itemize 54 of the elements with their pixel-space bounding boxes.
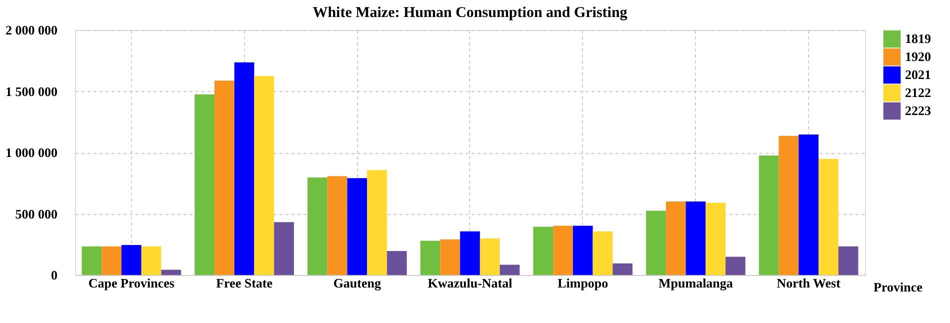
bar <box>572 226 593 275</box>
y-tick-label: 1 000 000 <box>6 145 58 160</box>
legend-label: 1920 <box>905 49 931 64</box>
bar <box>666 202 686 275</box>
bar <box>367 170 387 275</box>
y-tick-label: 1 500 000 <box>6 84 58 99</box>
y-tick-label: 2 000 000 <box>6 22 58 38</box>
bar <box>420 240 440 275</box>
bar <box>480 238 500 275</box>
bar <box>778 136 799 275</box>
bar <box>254 76 274 275</box>
legend-label: 1819 <box>905 31 932 46</box>
bar <box>818 158 838 275</box>
bar <box>758 155 779 275</box>
legend-label: 2021 <box>905 67 931 82</box>
bar <box>440 239 460 275</box>
y-tick-label: 500 000 <box>15 206 58 222</box>
bar <box>726 256 746 275</box>
legend-label: 2223 <box>905 103 932 118</box>
bar <box>798 134 819 275</box>
bar <box>307 177 328 275</box>
x-tick-label: North West <box>776 276 842 290</box>
x-tick-label: Kwazulu-Natal <box>428 276 513 290</box>
bar <box>533 226 554 275</box>
x-tick-label: Cape Provinces <box>88 276 174 290</box>
x-tick-label: Free State <box>216 276 273 290</box>
bar <box>500 264 520 275</box>
bar <box>161 270 182 275</box>
legend-label: 2122 <box>905 85 931 100</box>
x-tick-label: Limpopo <box>558 276 608 290</box>
bar <box>327 176 348 275</box>
x-axis-title: Province <box>874 280 923 294</box>
x-tick-label: Mpumalanga <box>658 276 734 290</box>
bar <box>838 246 858 275</box>
bar <box>706 202 726 275</box>
chart-title: White Maize: Human Consumption and Gristing <box>312 5 628 21</box>
bar <box>386 250 407 275</box>
bar <box>194 94 214 275</box>
x-tick-label: Gauteng <box>333 276 382 290</box>
y-tick-label: 0 <box>51 268 58 282</box>
bar <box>460 231 480 275</box>
bar <box>141 246 162 275</box>
bar <box>102 246 122 275</box>
bar <box>592 231 613 275</box>
bar <box>234 62 254 275</box>
bar <box>553 226 573 275</box>
bar <box>347 178 368 275</box>
bar <box>646 210 666 275</box>
bar <box>612 263 633 275</box>
bar <box>121 244 142 275</box>
bar <box>214 80 234 275</box>
bar <box>82 246 102 275</box>
bar <box>274 222 294 275</box>
bar <box>686 202 706 275</box>
